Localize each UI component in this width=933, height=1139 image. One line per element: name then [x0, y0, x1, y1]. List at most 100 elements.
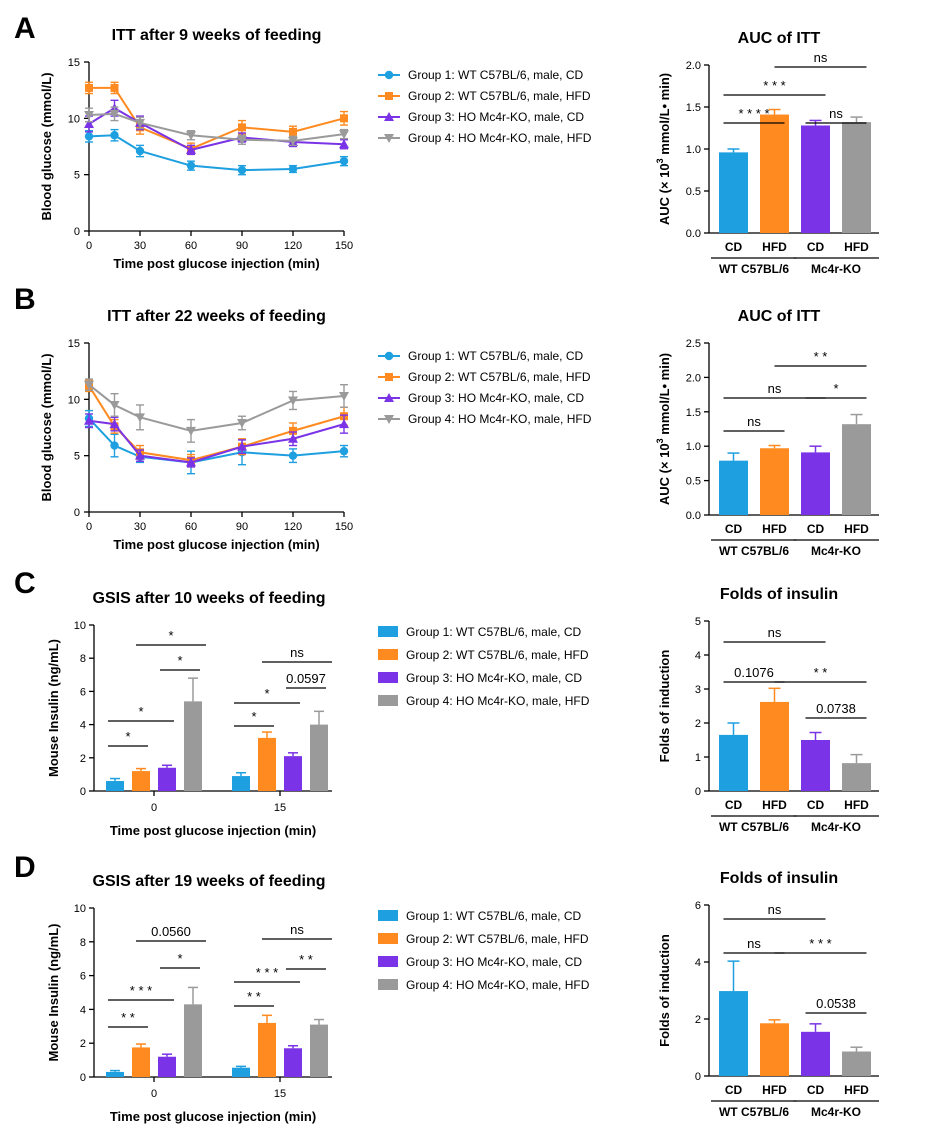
bar-g2 [132, 771, 150, 791]
y-tick-label: 10 [74, 903, 86, 915]
y-tick-label: 15 [68, 338, 80, 350]
x-tick-label: 0 [151, 1088, 157, 1100]
sig-label: ns [747, 936, 761, 951]
y-tick-label: 2.0 [686, 372, 701, 384]
legend-marker-g2 [385, 92, 393, 100]
y-axis-label: Mouse Insulin (ng/mL) [46, 639, 61, 777]
bar-4 [842, 424, 871, 515]
data-point-g1 [186, 161, 196, 170]
legend-item: Group 3: HO Mc4r-KO, male, CD [408, 391, 584, 405]
data-point-g2 [85, 83, 93, 92]
series-line-2 [88, 385, 345, 462]
legend-item: Group 1: WT C57BL/6, male, CD [406, 909, 582, 923]
data-point-g4 [237, 418, 247, 428]
category-label: HFD [762, 1083, 787, 1097]
x-tick-label: 15 [274, 1088, 286, 1100]
y-tick-label: 0.5 [686, 476, 701, 488]
y-tick-label: 1.5 [686, 407, 701, 419]
data-point-g1 [84, 132, 94, 141]
sig-label: * * [247, 989, 261, 1004]
category-label: CD [725, 522, 743, 536]
category-label: CD [725, 798, 743, 812]
bar-2 [760, 1023, 789, 1076]
x-tick-label: 150 [335, 521, 353, 533]
bar-g4 [184, 701, 202, 791]
data-point-g4 [109, 400, 120, 410]
y-tick-label: 0 [695, 786, 701, 798]
y-tick-label: 1 [695, 752, 701, 764]
panel-label-a: A [14, 12, 36, 45]
legend-marker-g4 [384, 134, 394, 143]
sig-label: 0.0560 [151, 924, 191, 939]
y-tick-label: 5 [74, 451, 80, 463]
x-tick-label: 60 [185, 521, 197, 533]
legend-item: Group 3: HO Mc4r-KO, male, CD [406, 955, 582, 969]
sig-label: * * * [130, 983, 152, 998]
data-point-g1 [288, 451, 298, 460]
x-tick-label: 30 [134, 240, 146, 252]
bar-1 [719, 991, 748, 1076]
y-tick-label: 8 [80, 937, 86, 949]
category-label: CD [807, 798, 825, 812]
sig-label: * [177, 653, 182, 668]
bar-g3 [158, 1056, 176, 1077]
legend-item: Group 2: WT C57BL/6, male, HFD [406, 648, 589, 662]
y-tick-label: 1.0 [686, 144, 701, 156]
sig-label: ns [290, 922, 304, 937]
data-point-g3 [339, 139, 349, 149]
y-tick-label: 0 [74, 507, 80, 519]
data-point-g1 [237, 165, 247, 175]
sig-label: * * * [763, 78, 785, 93]
x-tick-label: 120 [284, 521, 302, 533]
sig-label: ns [768, 625, 782, 640]
category-label: CD [807, 240, 825, 254]
x-axis-label: Time post glucose injection (min) [113, 537, 319, 552]
series-line-1 [88, 134, 345, 172]
category-label: HFD [844, 1083, 869, 1097]
data-point-g3 [186, 144, 196, 154]
bar-g4 [310, 1024, 328, 1077]
bar-g3 [284, 1048, 302, 1077]
category-label: HFD [844, 240, 869, 254]
y-tick-label: 10 [74, 620, 86, 632]
x-tick-label: 0 [151, 802, 157, 814]
data-point-g1 [339, 156, 349, 166]
bar-g2 [258, 1022, 276, 1077]
strain-label: Mc4r-KO [811, 262, 861, 276]
strain-label: WT C57BL/6 [719, 1105, 789, 1119]
bar-2 [760, 701, 789, 791]
y-tick-label: 6 [80, 686, 86, 698]
legend-item: Group 2: WT C57BL/6, male, HFD [408, 89, 591, 103]
panel-label-d: D [14, 851, 36, 884]
chart-title: AUC of ITT [738, 308, 821, 325]
sig-label: ns [768, 902, 782, 917]
bar-3 [801, 125, 830, 233]
data-point-g2 [110, 83, 119, 92]
y-axis-label: AUC (× 103 mmol/L• min) [655, 73, 672, 225]
data-point-g4 [135, 413, 145, 423]
sig-label: * * [814, 665, 828, 680]
y-tick-label: 2 [695, 1014, 701, 1026]
data-point-g4 [237, 135, 247, 145]
data-point-g1 [110, 441, 119, 450]
y-tick-label: 4 [695, 957, 701, 969]
y-tick-label: 4 [695, 650, 701, 662]
y-tick-label: 6 [695, 900, 701, 912]
data-point-g4 [84, 110, 94, 120]
legend-swatch-g3 [378, 672, 398, 683]
y-tick-label: 0.5 [686, 186, 701, 198]
strain-label: WT C57BL/6 [719, 544, 789, 558]
y-tick-label: 6 [80, 971, 86, 983]
y-tick-label: 2.0 [686, 60, 701, 72]
sig-label: * [251, 709, 256, 724]
bar-2 [760, 448, 789, 515]
y-axis-label: Blood glucose (mmol/L) [39, 72, 54, 220]
category-label: CD [725, 240, 743, 254]
series-line-4 [88, 112, 345, 142]
strain-label: Mc4r-KO [811, 820, 861, 834]
data-point-g1 [288, 164, 298, 174]
y-tick-label: 0.0 [686, 510, 701, 522]
panel-label-b: B [14, 283, 36, 316]
data-point-g4 [84, 380, 94, 390]
